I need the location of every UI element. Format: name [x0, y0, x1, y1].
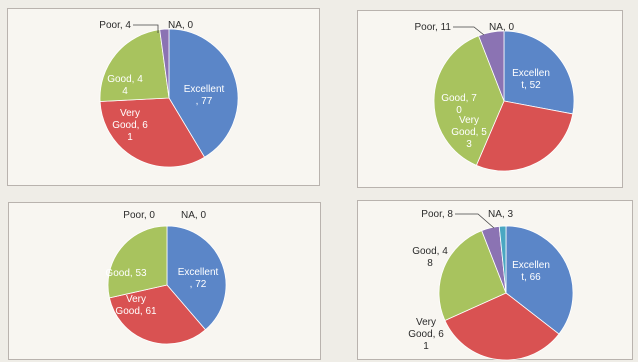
pie-slice-excellent [503, 30, 575, 115]
pie-slice-excellent [505, 225, 574, 335]
data-label-excellent: Excellent, 72 [178, 267, 219, 290]
pie-slice-poor [478, 30, 505, 102]
data-label-na: NA, 0 [181, 210, 206, 221]
pie-slice-very-good [99, 97, 206, 168]
data-label-na: NA, 0 [168, 20, 193, 31]
data-label-poor: Poor, 11 [414, 22, 451, 33]
pie-chart-panel-3: Excellent, 72 Very Good, 61 Good, 53 Poor, 0… [8, 202, 321, 360]
leader-line-poor [133, 24, 159, 33]
pie-slice-very-good [475, 100, 574, 172]
pie-slice-very-good [444, 292, 560, 361]
pie-slice-very-good [108, 284, 206, 345]
leader-line-poor [453, 26, 485, 36]
data-label-excellent: Excellen t, 66 [512, 260, 550, 283]
pie-chart-panel-2: Excellen t, 52 Very Good, 5 3 Good, 7 0 Poor, 1… [357, 10, 623, 188]
data-label-good: Good, 53 [105, 268, 147, 279]
pie-chart: Excellent, 72 Very Good, 61 Good, 53 Poor, 0… [105, 210, 227, 345]
data-label-excellent: Excellen t, 52 [512, 68, 550, 91]
pie-slice-excellent [166, 225, 227, 331]
pie-chart-panel-1: Excellent, 77 Very Good, 6 1 Good, 4 4 Poor, 4… [7, 8, 320, 186]
pie-slice-good [438, 230, 507, 321]
data-label-poor: Poor, 4 [99, 20, 131, 31]
pie-chart: Excellent, 77 Very Good, 6 1 Good, 4 4 Poor, 4… [99, 20, 239, 168]
pie-slice-na [498, 225, 507, 294]
data-label-poor: Poor, 8 [421, 209, 453, 220]
pie-slice-excellent [168, 28, 239, 158]
data-label-very-good: Very Good, 61 [115, 294, 157, 317]
data-label-poor: Poor, 0 [123, 210, 155, 221]
pie-slice-poor [159, 28, 170, 99]
pie-slice-good [433, 35, 505, 166]
data-label-na: NA, 3 [488, 209, 513, 220]
data-label-na: NA, 0 [489, 22, 514, 33]
pie-slice-good [107, 225, 168, 299]
leader-line-poor [455, 213, 495, 229]
pie-slice-good [99, 29, 170, 102]
data-label-excellent: Excellent, 77 [184, 84, 225, 107]
pie-chart-panel-4: Excellen t, 66 Very Good, 6 1 Good, 4 8 Poor, 8… [357, 200, 633, 361]
pie-chart: Excellen t, 66 Very Good, 6 1 Good, 4 8 Poor, 8… [408, 209, 574, 361]
